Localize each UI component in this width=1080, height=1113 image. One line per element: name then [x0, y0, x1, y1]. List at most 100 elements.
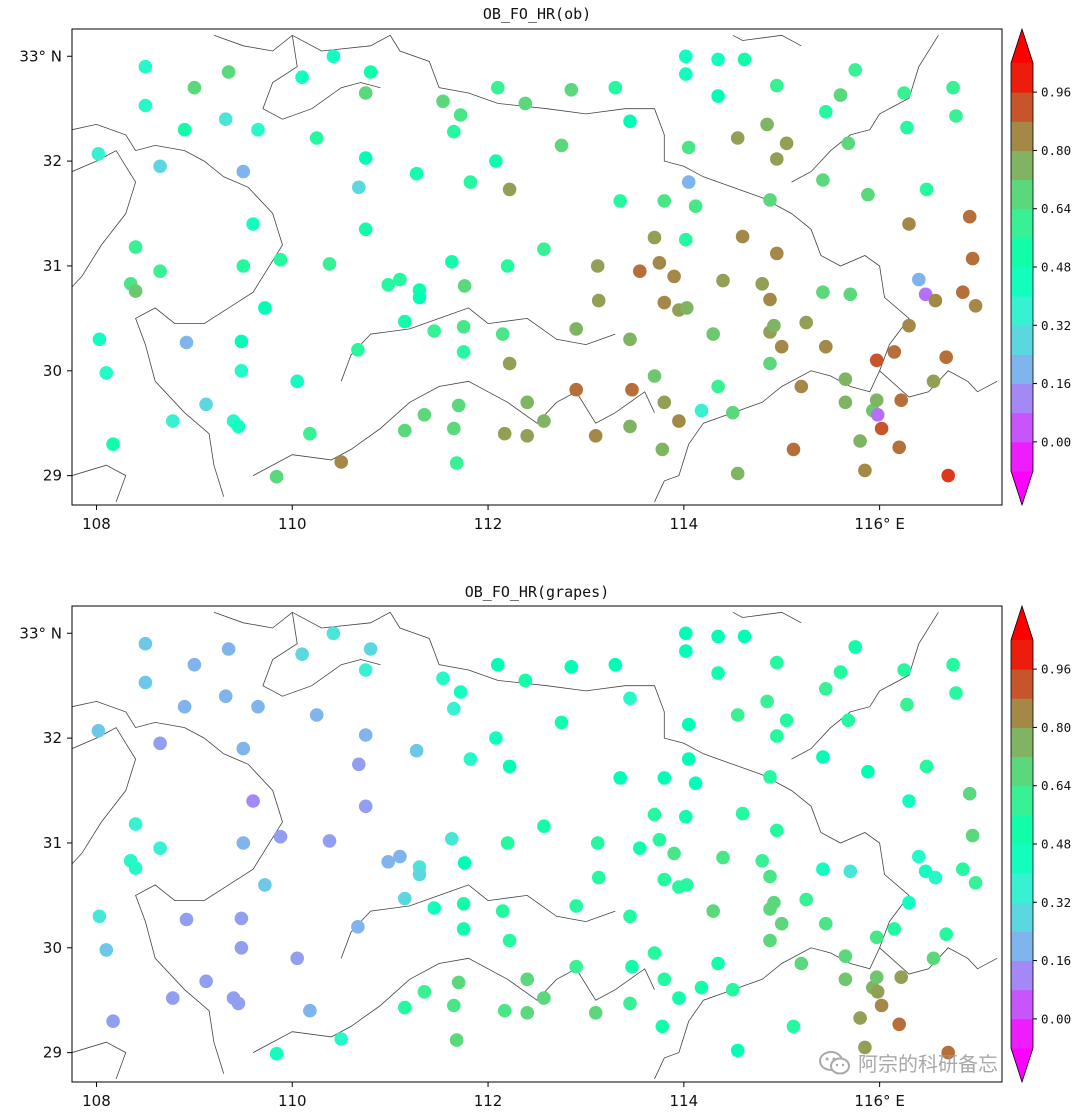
colorbar-tick-label: 0.80 [1041, 720, 1071, 735]
data-point [128, 817, 143, 831]
y-tick-label: 29 [43, 467, 62, 485]
data-point [251, 122, 265, 137]
data-point [887, 345, 902, 359]
data-point [838, 395, 853, 410]
data-point [949, 109, 963, 123]
data-point [928, 293, 943, 308]
data-point [941, 1045, 955, 1060]
data-point [537, 819, 551, 833]
colorbar-segment [1011, 902, 1033, 932]
data-point [463, 175, 478, 189]
colorbar-segment [1011, 63, 1033, 93]
data-point [569, 322, 583, 336]
colorbar-tick-label: 0.16 [1041, 376, 1071, 391]
data-point [887, 922, 902, 936]
data-point [763, 933, 777, 948]
boundary-line [340, 884, 616, 959]
data-point [128, 284, 143, 298]
data-point [652, 833, 667, 847]
data-point [816, 173, 830, 187]
colorbar-segment [1011, 179, 1033, 210]
data-point [236, 836, 251, 850]
data-point [848, 640, 862, 654]
data-point [334, 1032, 349, 1046]
data-point [588, 429, 603, 443]
data-point [647, 369, 662, 383]
boundary-line [732, 611, 802, 624]
data-point [902, 217, 916, 231]
colorbar-segment [1011, 989, 1033, 1020]
x-tick-label: 116° E [854, 1092, 904, 1110]
points [91, 49, 983, 484]
boundary-line [72, 464, 127, 503]
data-point [941, 468, 955, 483]
data-point [655, 442, 670, 457]
data-point [166, 991, 180, 1005]
boundary-line [252, 380, 655, 476]
data-point [870, 408, 885, 422]
data-point [657, 295, 672, 310]
data-point [652, 255, 667, 270]
data-point [623, 691, 637, 706]
x-tick-label: 114 [670, 515, 699, 533]
data-point [735, 806, 750, 821]
data-point [919, 182, 934, 197]
data-point [590, 836, 605, 850]
data-point [711, 89, 725, 103]
data-point [774, 339, 789, 354]
data-point [737, 629, 752, 644]
data-point [869, 353, 884, 368]
data-point [767, 318, 781, 333]
data-point [716, 850, 730, 865]
data-point [234, 364, 249, 378]
data-point [657, 194, 672, 208]
data-point [965, 828, 980, 843]
colorbar-segment [1011, 814, 1033, 845]
data-point [655, 1019, 670, 1034]
data-point [218, 112, 233, 126]
data-point [730, 131, 745, 145]
data-point [819, 339, 833, 354]
colorbar-segment [1011, 640, 1033, 670]
data-point [231, 419, 246, 434]
data-point [730, 1043, 745, 1058]
data-point [502, 356, 517, 371]
data-point [358, 663, 373, 677]
data-point [520, 429, 534, 443]
data-point [187, 657, 202, 672]
data-point [894, 970, 908, 984]
data-point [902, 794, 916, 808]
data-point [657, 395, 672, 410]
colorbar-tick-label: 0.00 [1041, 434, 1071, 449]
data-point [436, 671, 450, 686]
boundary-line [72, 123, 283, 497]
data-point [398, 423, 412, 438]
boundary-line [262, 612, 381, 697]
y-tick-label: 31 [43, 834, 62, 852]
data-point [106, 437, 120, 452]
data-point [91, 147, 106, 161]
data-point [358, 799, 373, 814]
x-tick-label: 110 [278, 1092, 307, 1110]
data-point [657, 771, 672, 785]
data-point [726, 982, 740, 997]
plot-frame [71, 605, 1003, 1083]
colorbar-segment [1011, 121, 1033, 151]
data-point [393, 272, 407, 287]
data-point [843, 864, 858, 879]
colorbar-segment [1011, 960, 1033, 991]
points [91, 626, 983, 1061]
data-point [537, 414, 551, 428]
data-point [153, 264, 167, 279]
colorbar-tick-label: 0.96 [1041, 662, 1071, 677]
data-point [928, 870, 943, 885]
data-point [819, 916, 833, 931]
data-point [737, 52, 752, 67]
data-point [453, 685, 468, 699]
data-point [500, 259, 515, 273]
data-point [625, 382, 639, 397]
x-tick-label: 112 [474, 515, 503, 533]
data-point [770, 246, 784, 261]
x-tick-label: 114 [670, 1092, 699, 1110]
map-borders [72, 611, 998, 1080]
